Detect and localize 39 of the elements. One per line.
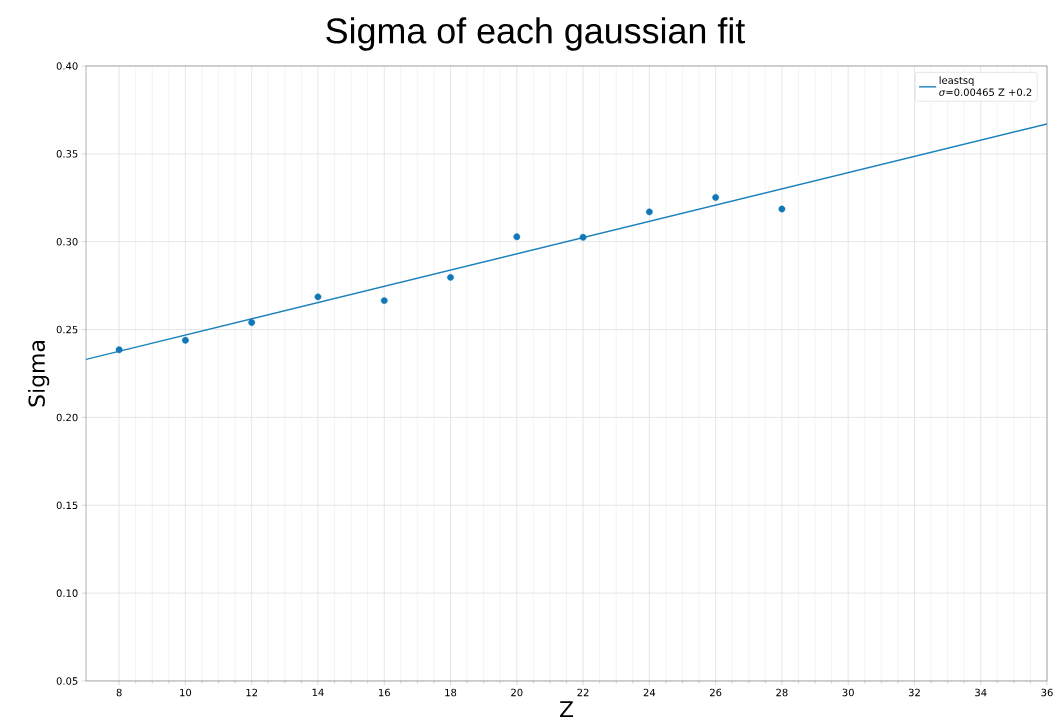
x-tick-label: 14 — [312, 688, 324, 697]
y-tick-label: 0.40 — [56, 62, 78, 70]
y-tick-label: 0.30 — [56, 237, 78, 246]
x-tick-label: 16 — [379, 688, 390, 697]
y-tick-label: 0.15 — [56, 501, 78, 510]
point — [380, 297, 388, 304]
chart-title: Sigma of each gaussian fit — [326, 17, 745, 51]
y-tick-label: 0.10 — [56, 589, 78, 597]
x-tick-label: 20 — [511, 688, 523, 697]
x-tick-label: 28 — [776, 688, 788, 697]
y-tick-label: 0.05 — [56, 677, 78, 685]
point — [115, 346, 123, 354]
y-axis-title: Sigma — [28, 341, 50, 407]
point — [712, 194, 720, 201]
x-tick-label: 8 — [116, 688, 122, 697]
x-tick-label: 12 — [246, 688, 258, 697]
legend-label: leastsq — [939, 76, 974, 86]
point — [182, 336, 189, 344]
point — [447, 273, 454, 281]
point — [513, 233, 521, 241]
x-axis-title: Z — [559, 701, 574, 718]
point — [314, 293, 322, 301]
x-tick-label: 24 — [643, 688, 656, 697]
x-tick-label: 10 — [180, 688, 192, 697]
point — [645, 208, 653, 216]
x-tick-label: 26 — [710, 688, 722, 697]
point — [248, 319, 256, 326]
annotation: σ=0.00465 Z +0.2 — [939, 88, 1032, 96]
x-tick-label: 30 — [842, 688, 854, 697]
point — [579, 233, 587, 241]
x-tick-label: 34 — [975, 688, 987, 697]
x-tick-label: 32 — [908, 688, 920, 697]
x-tick-label: 18 — [445, 688, 457, 697]
point — [778, 205, 786, 213]
y-tick-label: 0.35 — [56, 150, 78, 158]
y-tick-label: 0.20 — [56, 413, 78, 422]
x-tick-label: 36 — [1041, 688, 1053, 697]
y-tick-label: 0.25 — [56, 325, 78, 334]
x-tick-label: 22 — [577, 688, 589, 697]
